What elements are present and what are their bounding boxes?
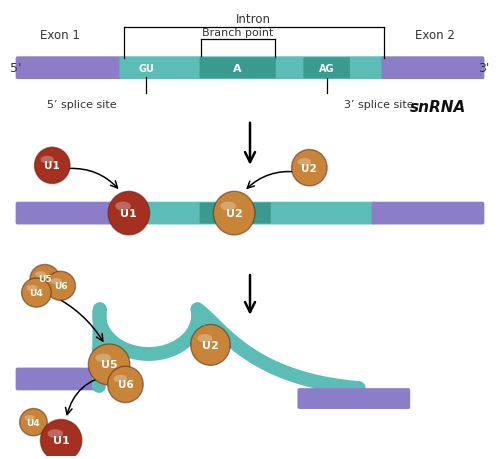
Text: 3': 3' xyxy=(478,62,490,75)
Ellipse shape xyxy=(298,159,311,166)
Ellipse shape xyxy=(198,334,212,343)
Text: U6: U6 xyxy=(118,380,134,390)
FancyBboxPatch shape xyxy=(16,202,118,225)
FancyBboxPatch shape xyxy=(114,202,376,225)
Text: U1: U1 xyxy=(120,209,137,218)
Ellipse shape xyxy=(35,272,46,278)
FancyBboxPatch shape xyxy=(16,368,96,391)
Ellipse shape xyxy=(26,285,38,291)
Text: U2: U2 xyxy=(302,163,317,174)
Text: Exon 1: Exon 1 xyxy=(40,29,80,42)
Ellipse shape xyxy=(46,272,76,301)
Text: U1: U1 xyxy=(52,436,70,445)
Ellipse shape xyxy=(48,429,63,438)
Text: U1: U1 xyxy=(44,161,60,171)
FancyBboxPatch shape xyxy=(200,58,276,79)
Text: 3’ splice site: 3’ splice site xyxy=(344,99,413,109)
Ellipse shape xyxy=(292,150,327,186)
Text: Exon 2: Exon 2 xyxy=(416,29,456,42)
Ellipse shape xyxy=(20,409,48,436)
Text: Branch point: Branch point xyxy=(202,28,274,38)
Ellipse shape xyxy=(40,420,82,459)
Text: U2: U2 xyxy=(202,340,219,350)
Ellipse shape xyxy=(114,375,127,383)
Text: U6: U6 xyxy=(54,282,68,291)
Ellipse shape xyxy=(34,148,70,184)
Ellipse shape xyxy=(108,366,143,403)
Ellipse shape xyxy=(108,192,150,235)
Text: 5': 5' xyxy=(10,62,22,75)
Ellipse shape xyxy=(51,279,62,285)
FancyBboxPatch shape xyxy=(298,388,410,409)
FancyBboxPatch shape xyxy=(120,57,386,80)
Ellipse shape xyxy=(220,202,236,211)
Text: U2: U2 xyxy=(226,209,242,218)
FancyBboxPatch shape xyxy=(372,202,484,225)
FancyBboxPatch shape xyxy=(304,58,350,79)
Ellipse shape xyxy=(22,279,51,308)
Text: snRNA: snRNA xyxy=(410,100,466,115)
Text: U5: U5 xyxy=(38,275,52,284)
Text: GU: GU xyxy=(138,63,154,73)
Text: AG: AG xyxy=(319,63,334,73)
Ellipse shape xyxy=(116,202,131,211)
Text: A: A xyxy=(234,63,242,73)
Text: U5: U5 xyxy=(101,360,117,369)
FancyBboxPatch shape xyxy=(382,57,484,80)
Text: Intron: Intron xyxy=(236,12,271,25)
Text: U4: U4 xyxy=(30,289,44,297)
Ellipse shape xyxy=(214,192,255,235)
FancyBboxPatch shape xyxy=(16,57,124,80)
FancyBboxPatch shape xyxy=(200,203,271,224)
Text: U4: U4 xyxy=(26,418,40,427)
Ellipse shape xyxy=(190,325,230,365)
Ellipse shape xyxy=(96,354,111,363)
Ellipse shape xyxy=(24,415,34,421)
Ellipse shape xyxy=(30,265,60,294)
Ellipse shape xyxy=(88,344,130,385)
Text: 5’ splice site: 5’ splice site xyxy=(47,99,116,109)
Ellipse shape xyxy=(40,157,54,164)
